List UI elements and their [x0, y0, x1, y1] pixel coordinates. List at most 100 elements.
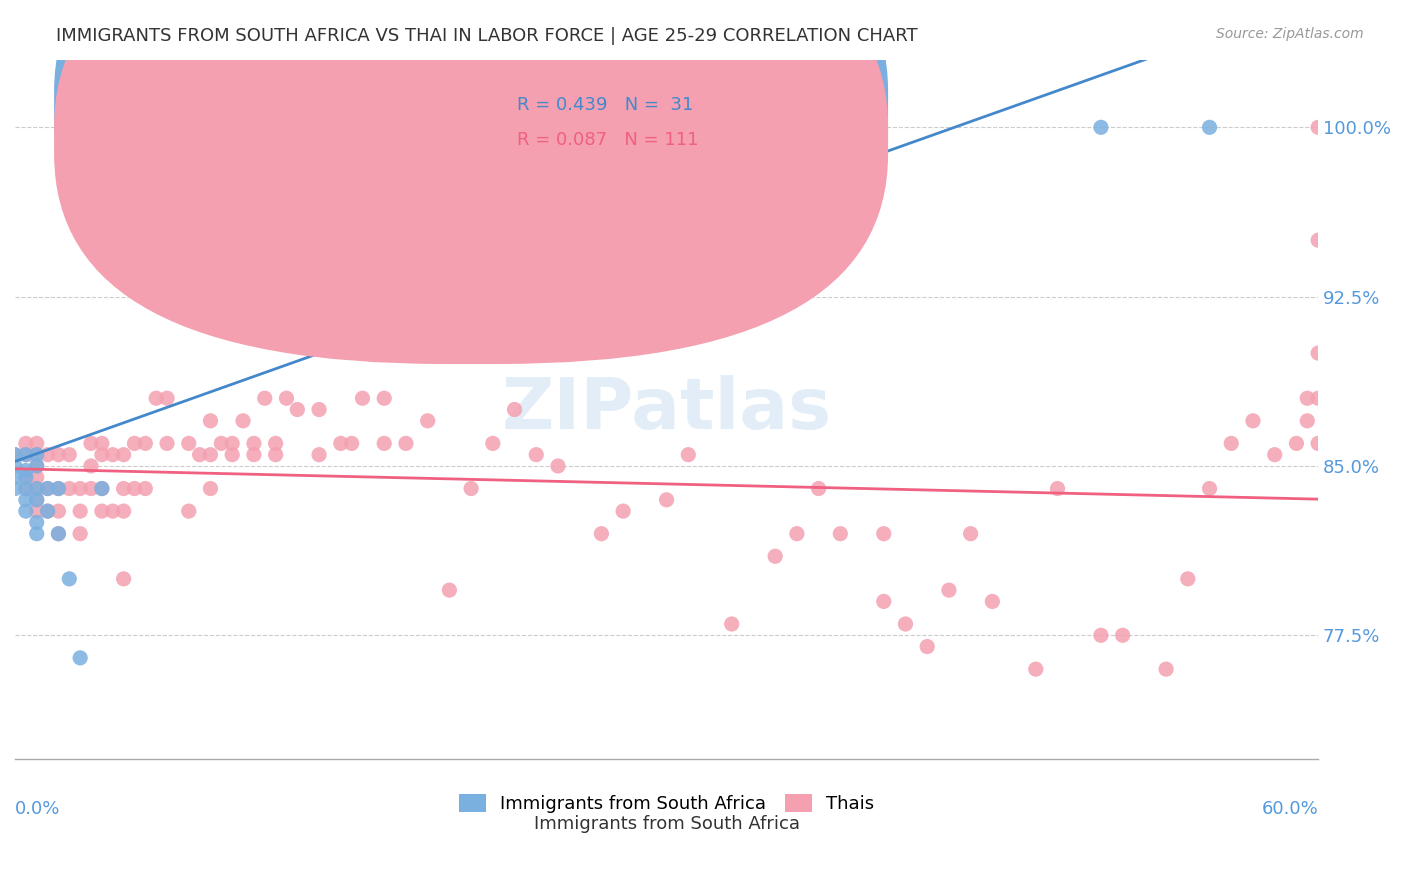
Thais [1308, 764, 1330, 778]
Thais [69, 526, 91, 541]
Thais [124, 482, 146, 496]
Text: R = 0.439   N =  31: R = 0.439 N = 31 [484, 103, 661, 121]
Immigrants from South Africa [4, 458, 27, 473]
Immigrants from South Africa [14, 492, 37, 507]
Thais [69, 504, 91, 518]
Text: 0.0%: 0.0% [15, 800, 60, 818]
Thais [830, 526, 852, 541]
Thais [264, 436, 287, 450]
Immigrants from South Africa [112, 188, 135, 202]
Thais [221, 436, 243, 450]
Thais [807, 482, 830, 496]
Thais [25, 492, 48, 507]
Thais [112, 504, 135, 518]
Thais [232, 414, 254, 428]
Thais [156, 436, 179, 450]
Thais [48, 526, 70, 541]
Thais [14, 470, 37, 484]
Text: IMMIGRANTS FROM SOUTH AFRICA VS THAI IN LABOR FORCE | AGE 25-29 CORRELATION CHAR: IMMIGRANTS FROM SOUTH AFRICA VS THAI IN … [56, 27, 918, 45]
Thais [25, 504, 48, 518]
Thais [1154, 662, 1177, 676]
Thais [1025, 662, 1047, 676]
Immigrants from South Africa [25, 516, 48, 530]
Thais [48, 504, 70, 518]
Thais [1308, 391, 1330, 405]
Thais [873, 526, 896, 541]
Thais [1220, 436, 1243, 450]
Thais [200, 482, 222, 496]
Thais [1177, 572, 1199, 586]
Immigrants from South Africa [25, 458, 48, 473]
Immigrants from South Africa [264, 188, 287, 202]
Immigrants from South Africa [25, 448, 48, 462]
Thais [285, 402, 308, 417]
Thais [25, 448, 48, 462]
Thais [200, 448, 222, 462]
Immigrants from South Africa [1198, 120, 1220, 135]
Thais [101, 504, 124, 518]
Thais [1285, 436, 1308, 450]
Thais [1111, 628, 1133, 642]
Thais [101, 448, 124, 462]
Thais [69, 482, 91, 496]
Thais [482, 436, 505, 450]
Text: 60.0%: 60.0% [1261, 800, 1319, 818]
Immigrants from South Africa [221, 188, 243, 202]
Thais [763, 549, 786, 564]
Immigrants from South Africa [4, 470, 27, 484]
Immigrants from South Africa [25, 492, 48, 507]
Thais [1308, 120, 1330, 135]
Text: R = 0.087   N = 111: R = 0.087 N = 111 [517, 131, 699, 149]
Thais [145, 391, 167, 405]
FancyBboxPatch shape [53, 0, 889, 329]
Thais [373, 436, 395, 450]
Thais [655, 492, 678, 507]
Thais [547, 458, 569, 473]
Thais [177, 504, 200, 518]
Thais [1046, 482, 1069, 496]
Immigrants from South Africa [48, 526, 70, 541]
Thais [329, 436, 352, 450]
Thais [308, 448, 330, 462]
Immigrants from South Africa [177, 188, 200, 202]
Thais [264, 448, 287, 462]
Thais [48, 448, 70, 462]
Immigrants from South Africa [58, 572, 80, 586]
Thais [243, 436, 266, 450]
Thais [90, 436, 112, 450]
Thais [112, 482, 135, 496]
Immigrants from South Africa [90, 482, 112, 496]
Thais [894, 617, 917, 632]
Thais [786, 526, 808, 541]
Thais [915, 640, 938, 654]
Thais [460, 482, 482, 496]
Thais [90, 448, 112, 462]
FancyBboxPatch shape [53, 0, 889, 364]
Immigrants from South Africa [37, 482, 59, 496]
Thais [80, 436, 103, 450]
Thais [25, 458, 48, 473]
Thais [720, 617, 742, 632]
Immigrants from South Africa [14, 470, 37, 484]
Thais [340, 436, 363, 450]
Thais [37, 448, 59, 462]
Thais [1308, 346, 1330, 360]
Thais [4, 448, 27, 462]
Thais [591, 526, 613, 541]
Thais [352, 391, 374, 405]
Thais [90, 482, 112, 496]
Thais [200, 414, 222, 428]
Thais [58, 482, 80, 496]
Immigrants from South Africa [25, 526, 48, 541]
Thais [416, 414, 439, 428]
Thais [1264, 448, 1286, 462]
Thais [1296, 414, 1319, 428]
Thais [1308, 436, 1330, 450]
Thais [48, 482, 70, 496]
Immigrants from South Africa [14, 463, 37, 477]
Thais [25, 436, 48, 450]
Thais [37, 504, 59, 518]
Thais [308, 402, 330, 417]
Thais [439, 583, 461, 598]
Thais [524, 448, 547, 462]
